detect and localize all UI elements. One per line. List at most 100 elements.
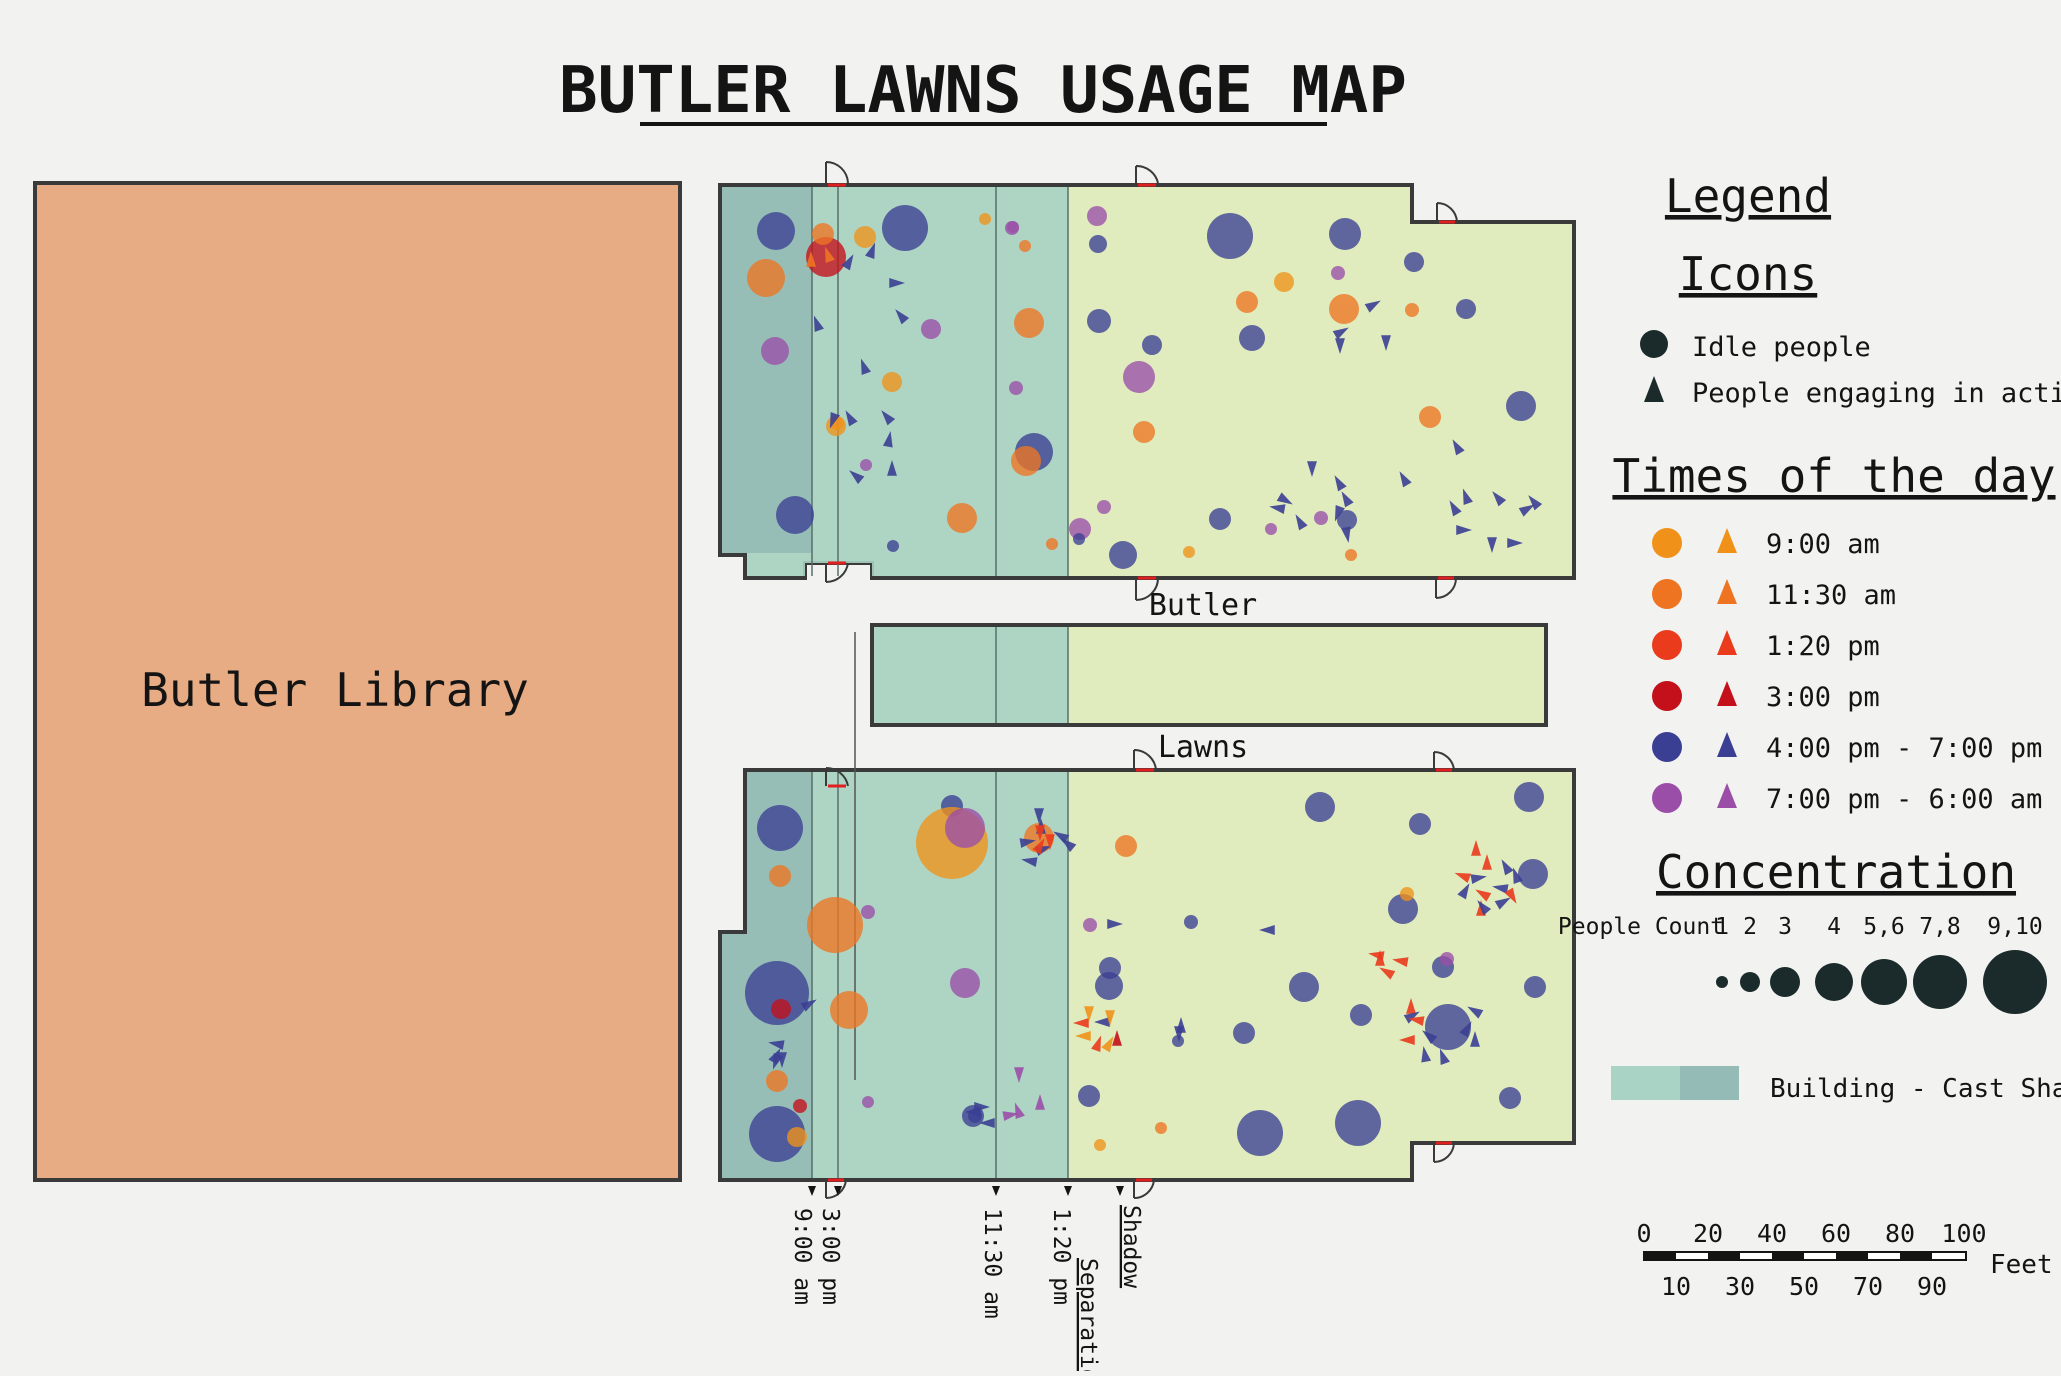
activity-people-marker	[1504, 887, 1517, 904]
concentration-circle	[1716, 976, 1728, 988]
idle-people-marker	[1011, 446, 1041, 476]
count-label: 4	[1827, 914, 1841, 940]
idle-people-marker	[882, 205, 928, 251]
time-label: 11:30 am	[1766, 580, 1896, 611]
idle-people-marker	[1087, 309, 1111, 333]
people-markers	[745, 205, 1548, 1162]
arrow-120	[1064, 1186, 1072, 1196]
idle-people-marker	[1335, 1100, 1381, 1146]
idle-people-marker	[1331, 266, 1345, 280]
activity-people-marker	[1501, 859, 1514, 876]
line-marker-arrows	[808, 1186, 1124, 1196]
idle-people-marker	[1233, 1022, 1255, 1044]
activity-people-marker	[1002, 1111, 1019, 1122]
idle-people-marker	[1440, 952, 1454, 966]
idle-people-marker	[1109, 541, 1137, 569]
idle-people-marker	[1019, 240, 1031, 252]
scale-seg	[1772, 1252, 1804, 1260]
idle-people-marker	[1095, 972, 1123, 1000]
entrance-upper-4	[825, 562, 849, 584]
activity-people-marker	[1334, 475, 1347, 492]
idle-people-marker	[1009, 381, 1023, 395]
butler-library-label: Butler Library	[141, 663, 529, 717]
arrow-1130	[992, 1186, 1000, 1196]
activity-people-marker	[1467, 1006, 1484, 1019]
idle-people-marker	[761, 337, 789, 365]
entrance-thresholds	[828, 183, 1455, 1182]
activity-people-marker	[1375, 950, 1385, 966]
idle-people-marker	[1237, 1110, 1283, 1156]
upper-lawn-deep-shadow	[722, 187, 812, 553]
activity-people-marker	[841, 254, 854, 271]
idle-people-marker	[807, 897, 863, 953]
idle-people-marker	[1345, 549, 1357, 561]
scale-tick-label: 10	[1661, 1272, 1691, 1301]
entrance-upper-1	[825, 160, 849, 184]
legend-icons-title: Icons	[1679, 247, 1817, 301]
activity-people-marker	[1340, 526, 1351, 543]
idle-people-marker	[887, 540, 899, 552]
scale-tick-label: 90	[1917, 1272, 1947, 1301]
time-circle-icon	[1652, 681, 1682, 711]
activity-people-marker	[1477, 900, 1492, 916]
time-label: 9:00 am	[1766, 529, 1880, 560]
shadow-swatch-dark	[1680, 1066, 1739, 1100]
idle-people-marker	[1142, 335, 1162, 355]
activity-people-marker	[1307, 461, 1317, 477]
activity-people-marker	[1512, 867, 1523, 885]
idle-people-marker	[1425, 1004, 1471, 1050]
idle-people-marker	[1087, 206, 1107, 226]
time-triangle-icon	[1717, 528, 1737, 553]
activity-people-marker	[1459, 1021, 1472, 1038]
activity-people-marker	[882, 431, 893, 448]
idle-people-marker	[861, 905, 875, 919]
idle-people-marker	[1094, 1139, 1106, 1151]
idle-people-marker	[1524, 976, 1546, 998]
activity-people-marker	[895, 309, 910, 325]
idle-people-marker	[1350, 1004, 1372, 1026]
idle-people-marker	[860, 459, 872, 471]
activity-people-marker	[860, 358, 871, 376]
scale-bar: 0 20 40 60 80 100 10 30 50 70 90 Feet	[1636, 1219, 2052, 1301]
label-300: 3:00 pm	[817, 1208, 843, 1305]
idle-people-marker	[979, 213, 991, 225]
time-triangle-icon	[1717, 579, 1737, 604]
scale-unit: Feet	[1990, 1250, 2053, 1280]
activity-people-marker	[1045, 834, 1055, 850]
concentration-circle	[1861, 959, 1907, 1005]
scale-tick-label: 70	[1853, 1272, 1883, 1301]
idle-people-marker	[1499, 1087, 1521, 1109]
people-count-label: People Count	[1558, 914, 1724, 940]
entrance-upper-5	[1135, 577, 1159, 601]
idle-people-marker	[1024, 823, 1054, 853]
butler-library-building	[33, 181, 682, 1182]
activity-people-marker	[845, 410, 858, 427]
idle-people-marker	[1265, 523, 1277, 535]
count-label: 1	[1715, 914, 1729, 940]
scale-tick-label: 50	[1789, 1272, 1819, 1301]
idle-people-marker	[1239, 325, 1265, 351]
shadow-swatch-label: Building - Cast Shadow	[1770, 1074, 2061, 1104]
activity-people-label: People engaging in activities	[1692, 378, 2061, 409]
idle-people-marker	[1207, 213, 1253, 259]
activity-people-marker	[1452, 439, 1465, 456]
activity-people-marker	[1471, 840, 1481, 856]
activity-people-marker	[1457, 883, 1470, 900]
activity-people-marker	[1470, 1031, 1480, 1047]
label-900: 9:00 am	[789, 1208, 815, 1305]
activity-people-marker	[772, 1052, 783, 1070]
idle-people-marker	[1289, 972, 1319, 1002]
activity-people-marker	[1259, 925, 1275, 935]
idle-people-marker	[812, 223, 834, 245]
time-triangle-icon	[1717, 732, 1737, 757]
activity-people-marker	[1075, 1031, 1091, 1041]
activity-people-marker	[1101, 1036, 1114, 1053]
arrow-900	[808, 1186, 816, 1196]
entrance-upper-3	[1436, 201, 1458, 223]
idle-people-marker	[1115, 835, 1137, 857]
activity-people-marker	[1332, 327, 1349, 340]
scale-tick-label: 30	[1725, 1272, 1755, 1301]
activity-people-marker	[1406, 998, 1416, 1014]
